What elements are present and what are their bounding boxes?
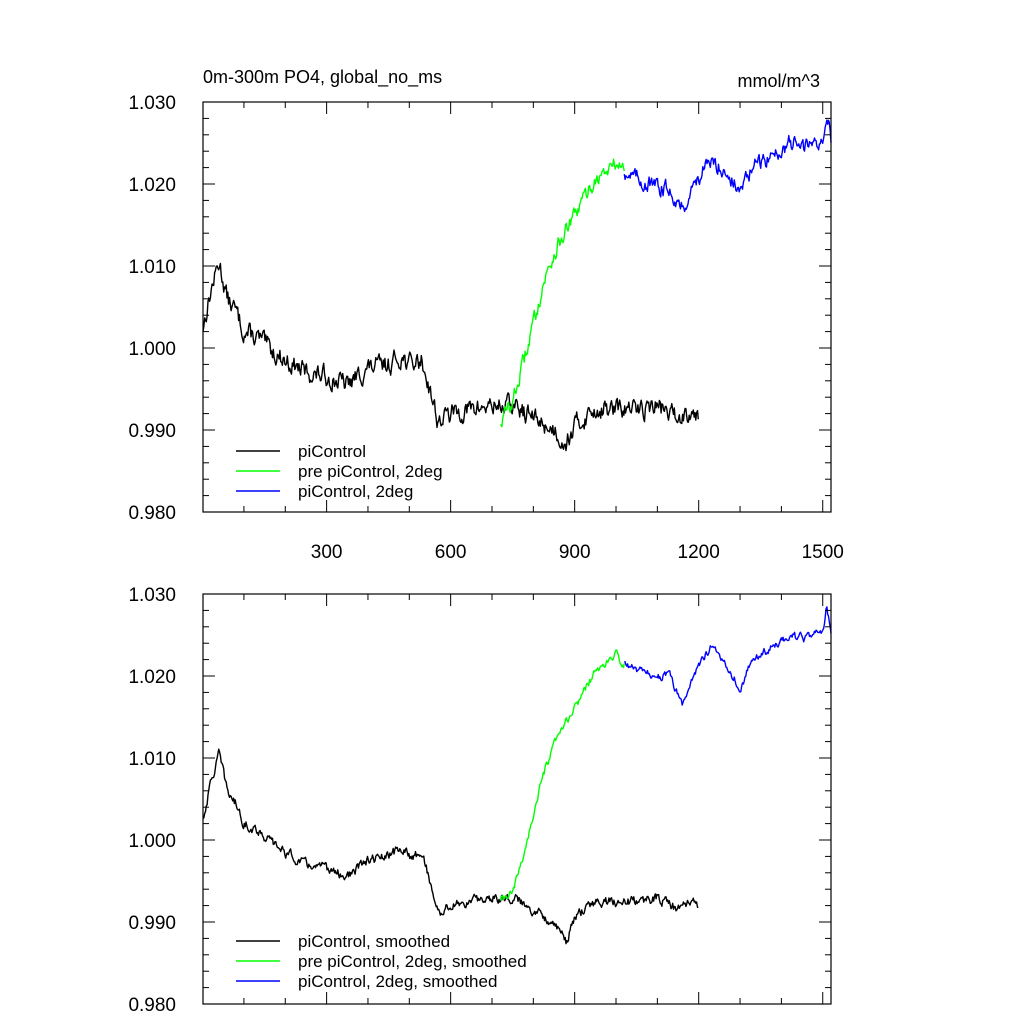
series-layer [202, 606, 832, 945]
series-line-3 [623, 606, 832, 706]
legend-label: pre piControl, 2deg [298, 462, 443, 481]
y-tick-label: 1.020 [128, 175, 176, 196]
series-line-1 [202, 748, 699, 945]
plot-frame [202, 101, 832, 513]
plot-frame [202, 593, 832, 1005]
x-tick-label: 1500 [802, 542, 844, 563]
axes-layer: 0.980 0.990 1.000 1.010 1.020 1.030 [128, 585, 831, 1016]
series-line-1 [202, 262, 699, 452]
legend-label: piControl, 2deg, smoothed [298, 972, 497, 991]
y-tick-label: 1.030 [128, 585, 176, 606]
units-label: mmol/m^3 [738, 71, 820, 91]
legend-label: piControl, smoothed [298, 932, 450, 951]
axes-layer: 0.980 0.990 1.000 1.010 1.020 1.030 300 600 900 1… [128, 93, 843, 563]
series-layer [202, 119, 832, 452]
y-tick-label: 1.000 [128, 831, 176, 852]
y-tick-label: 0.980 [128, 503, 176, 524]
series-line-3 [623, 119, 832, 213]
x-tick-label: 1200 [678, 542, 720, 563]
y-tick-label: 0.990 [128, 913, 176, 934]
y-tick-label: 1.030 [128, 93, 176, 114]
y-tick-label: 1.010 [128, 257, 176, 278]
series-line-2 [499, 649, 625, 901]
legend-label: piControl, 2deg [298, 482, 413, 501]
legend-label: piControl [298, 442, 366, 461]
x-tick-label: 300 [311, 542, 343, 563]
series-line-2 [499, 158, 625, 428]
y-tick-label: 1.020 [128, 667, 176, 688]
legend-label: pre piControl, 2deg, smoothed [298, 952, 527, 971]
x-tick-label: 900 [559, 542, 591, 563]
y-tick-label: 0.980 [128, 995, 176, 1016]
y-tick-label: 1.000 [128, 339, 176, 360]
x-tick-label: 600 [435, 542, 467, 563]
bottom-panel: 0.980 0.990 1.000 1.010 1.020 1.030 piControl… [128, 585, 832, 1016]
chart-title: 0m-300m PO4, global_no_ms [203, 67, 442, 88]
top-panel: 0m-300m PO4, global_no_ms mmol/m^3 0.980… [128, 67, 843, 563]
y-tick-label: 1.010 [128, 749, 176, 770]
y-tick-label: 0.990 [128, 421, 176, 442]
